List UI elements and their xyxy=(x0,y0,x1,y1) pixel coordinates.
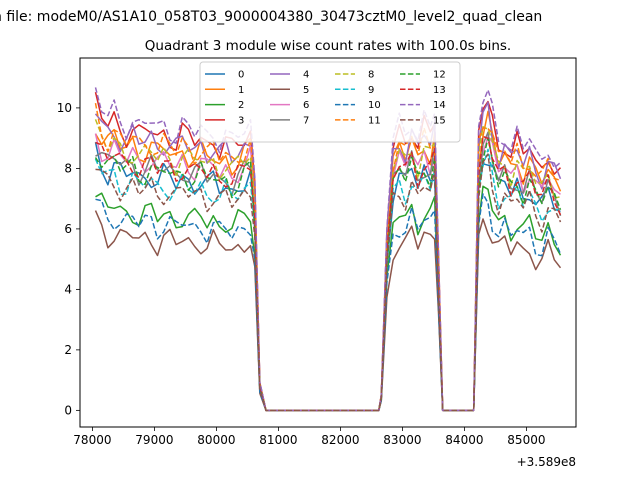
x-offset-text: +3.589e8 xyxy=(517,455,576,469)
x-tick-label: 78000 xyxy=(73,433,111,447)
legend-label-15: 15 xyxy=(433,115,446,126)
legend-label-0: 0 xyxy=(238,70,244,81)
plot-lines xyxy=(94,87,562,412)
chart-title: Quadrant 3 module wise count rates with … xyxy=(145,38,511,54)
legend-label-10: 10 xyxy=(368,100,381,111)
y-tick-label: 8 xyxy=(64,161,72,175)
legend-label-1: 1 xyxy=(238,85,244,96)
legend-label-13: 13 xyxy=(433,85,446,96)
legend-label-4: 4 xyxy=(303,70,309,81)
legend-label-6: 6 xyxy=(303,100,309,111)
legend-label-5: 5 xyxy=(303,85,309,96)
plot-frame xyxy=(79,57,577,428)
x-tick-label: 82000 xyxy=(321,433,359,447)
series-line-13 xyxy=(95,135,562,412)
legend-label-2: 2 xyxy=(238,100,244,111)
y-tick-label: 10 xyxy=(57,101,72,115)
x-tick-label: 81000 xyxy=(259,433,297,447)
figure-suptitle: n file: modeM0/AS1A10_058T03_9000004380_… xyxy=(0,9,542,25)
legend-label-9: 9 xyxy=(368,85,374,96)
y-tick-label: 0 xyxy=(64,403,72,417)
axes-ticks: 78000 79000 80000 81000 82000 83000 84000 85000… xyxy=(57,101,546,447)
series-line-14 xyxy=(94,87,561,412)
y-tick-label: 4 xyxy=(64,282,72,296)
y-tick-label: 2 xyxy=(64,343,72,357)
x-tick-label: 84000 xyxy=(445,433,483,447)
series-line-9 xyxy=(94,148,561,412)
series-line-15 xyxy=(95,153,562,412)
legend-frame xyxy=(199,61,461,143)
x-tick-label: 83000 xyxy=(383,433,421,447)
series-line-8 xyxy=(94,119,561,412)
x-tick-label: 85000 xyxy=(507,433,545,447)
legend-label-7: 7 xyxy=(303,115,309,126)
series-line-5 xyxy=(94,210,562,412)
legend-label-12: 12 xyxy=(433,70,446,81)
legend-label-11: 11 xyxy=(368,115,381,126)
series-line-10 xyxy=(95,193,562,412)
x-tick-label: 80000 xyxy=(197,433,235,447)
legend-label-8: 8 xyxy=(368,70,374,81)
y-tick-label: 6 xyxy=(64,222,72,236)
legend-label-14: 14 xyxy=(433,100,446,111)
x-tick-label: 79000 xyxy=(135,433,173,447)
legend-label-3: 3 xyxy=(238,115,244,126)
